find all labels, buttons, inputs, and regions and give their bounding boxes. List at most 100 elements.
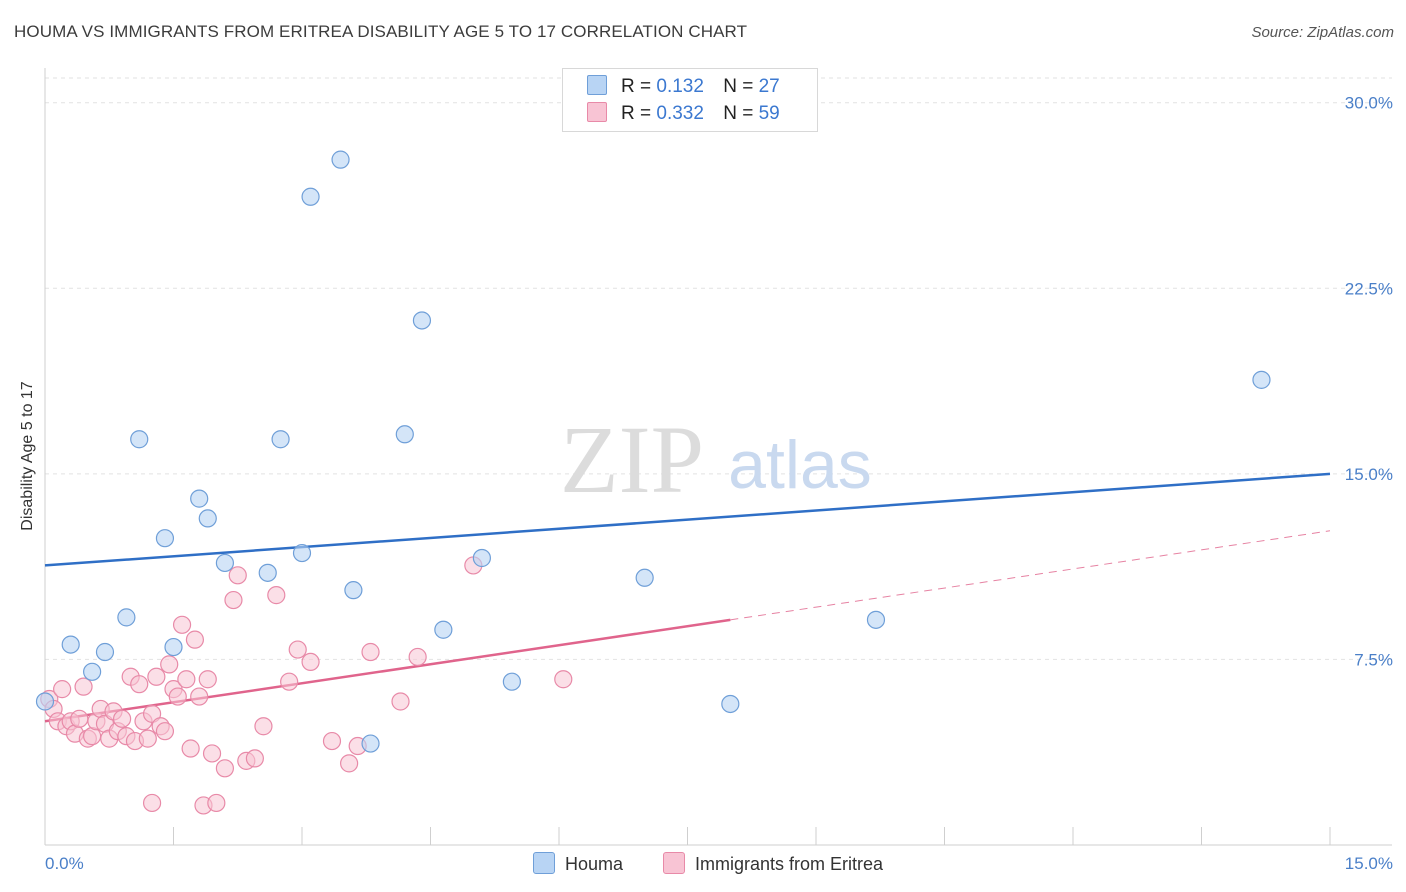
houma-point [95, 642, 115, 662]
houma-point [35, 692, 55, 711]
eritrea-point [74, 677, 93, 696]
eritrea-legend-swatch [663, 852, 685, 874]
axes [44, 68, 1392, 846]
houma-point [344, 581, 363, 600]
houma-point [130, 430, 149, 449]
houma-point [198, 509, 217, 528]
eritrea-point [168, 687, 187, 706]
houma-point [721, 694, 740, 714]
eritrea-point [322, 731, 342, 751]
houma-point [292, 543, 312, 563]
eritrea-point [215, 759, 234, 778]
watermark-zip: ZIP [560, 406, 704, 513]
correlation-legend: R = 0.132 N = 27 R = 0.332 N = 59 [562, 68, 818, 132]
eritrea-point [155, 722, 175, 741]
eritrea-legend-label: Immigrants from Eritrea [695, 854, 884, 874]
houma-n-label: N = [723, 76, 754, 97]
houma-point [155, 529, 175, 548]
watermark: ZIP atlas [560, 406, 872, 513]
eritrea-point [185, 630, 205, 649]
houma-r-value: 0.132 [656, 76, 704, 97]
houma-point [117, 608, 136, 627]
houma-swatch [587, 75, 607, 95]
y-tick-label-0: 7.5% [1354, 650, 1393, 669]
x-tick-label-0: 0.0% [45, 854, 84, 873]
eritrea-point [280, 672, 299, 691]
houma-point [83, 662, 102, 681]
eritrea-point [160, 655, 179, 674]
eritrea-point [130, 675, 149, 694]
houma-point [215, 553, 234, 573]
eritrea-point [190, 687, 209, 706]
houma-point [271, 430, 290, 449]
eritrea-point [267, 586, 286, 605]
houma-point [190, 489, 209, 508]
eritrea-point [228, 566, 247, 585]
houma-point [361, 734, 380, 753]
y-tick-label-1: 15.0% [1345, 465, 1393, 484]
eritrea-point [172, 615, 192, 634]
eritrea-r-label: R = [621, 103, 652, 124]
houma-point [502, 672, 521, 691]
houma-point [301, 187, 320, 206]
trend-lines [44, 472, 1331, 723]
houma-point [412, 311, 432, 330]
eritrea-point [554, 670, 573, 689]
eritrea-point [142, 793, 162, 813]
legend-row-eritrea: R = 0.332 N = 59 [587, 102, 780, 125]
eritrea-point [224, 590, 243, 610]
eritrea-point [181, 739, 200, 758]
houma-trend-line [44, 472, 1331, 567]
data-points [35, 150, 1271, 815]
eritrea-point [112, 709, 132, 728]
houma-r-label: R = [621, 76, 652, 97]
houma-legend-swatch [533, 852, 555, 874]
eritrea-point [245, 749, 264, 768]
eritrea-swatch [587, 102, 607, 122]
eritrea-point [254, 717, 273, 736]
eritrea-point [301, 652, 320, 672]
houma-point [164, 637, 183, 657]
eritrea-n-label: N = [723, 103, 754, 124]
houma-point [61, 635, 80, 654]
houma-n-value: 27 [758, 76, 780, 97]
watermark-atlas: atlas [728, 427, 872, 503]
eritrea-point [142, 704, 162, 723]
eritrea-point [207, 793, 226, 813]
eritrea-n-value: 59 [758, 103, 780, 124]
houma-point [866, 610, 886, 629]
eritrea-point [340, 754, 359, 773]
eritrea-point [198, 670, 217, 689]
eritrea-point [408, 647, 427, 667]
eritrea-point [138, 729, 157, 748]
houma-point [331, 150, 350, 169]
eritrea-point [177, 670, 196, 689]
chart-title: HOUMA VS IMMIGRANTS FROM ERITREA DISABIL… [14, 22, 748, 41]
eritrea-point [70, 709, 89, 728]
y-tick-label-2: 22.5% [1345, 279, 1393, 298]
tick-labels: 7.5% 15.0% 22.5% 30.0% 0.0% 15.0% [45, 94, 1393, 873]
houma-point [434, 620, 453, 639]
houma-point [395, 425, 414, 444]
eritrea-trend-projection [730, 530, 1331, 621]
houma-point [1252, 370, 1271, 389]
x-tick-label-1: 15.0% [1345, 854, 1393, 873]
y-tick-label-3: 30.0% [1345, 94, 1393, 113]
legend-item-houma: Houma [533, 852, 623, 875]
legend-row-houma: R = 0.132 N = 27 [587, 75, 780, 98]
eritrea-trend-line [44, 618, 731, 723]
eritrea-point [53, 680, 72, 699]
grid-lines [45, 77, 1392, 660]
houma-point [258, 563, 277, 582]
eritrea-point [147, 667, 166, 686]
legend-item-eritrea: Immigrants from Eritrea [663, 852, 883, 875]
houma-point [472, 548, 491, 568]
eritrea-point [202, 744, 222, 763]
eritrea-point [361, 642, 380, 662]
eritrea-point [391, 692, 410, 711]
houma-legend-label: Houma [565, 854, 624, 874]
source-label: Source: ZipAtlas.com [1251, 24, 1394, 41]
houma-point [635, 568, 654, 587]
eritrea-point [288, 640, 307, 659]
